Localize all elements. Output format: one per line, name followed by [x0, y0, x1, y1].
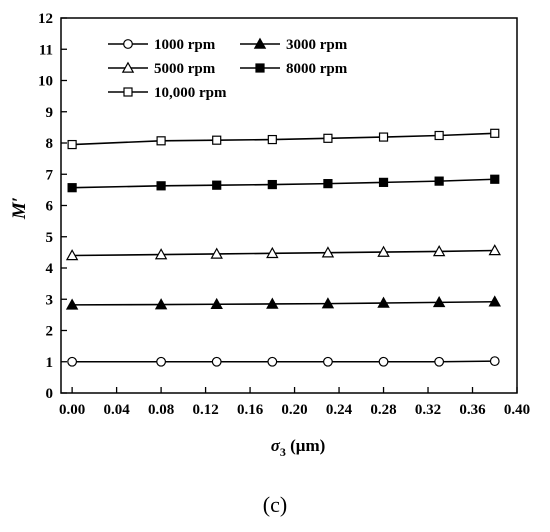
- y-tick-label: 1: [46, 355, 54, 371]
- legend-marker-3000rpm: [253, 37, 267, 49]
- y-tick-label: 0: [46, 386, 54, 402]
- data-point-1000rpm: [211, 356, 222, 367]
- y-tick-label: 9: [46, 105, 54, 121]
- legend-label-3000rpm: 3000 rpm: [286, 37, 348, 53]
- x-axis-label-variable: σ: [271, 436, 281, 455]
- data-point-3000rpm: [154, 298, 168, 310]
- x-axis-label-subscript: 3: [280, 445, 286, 459]
- legend-label-10000rpm: 10,000 rpm: [154, 85, 227, 101]
- data-point-8000rpm: [212, 180, 222, 190]
- legend-marker-8000rpm: [255, 63, 265, 73]
- data-point-8000rpm: [323, 179, 333, 189]
- x-axis-label-unit: (μm): [286, 436, 325, 455]
- data-point-3000rpm: [321, 297, 335, 309]
- y-tick-label: 6: [46, 199, 54, 215]
- y-tick-label: 7: [46, 167, 54, 183]
- x-tick-label: 0.40: [504, 402, 530, 418]
- series-line-8000rpm: [72, 178, 495, 189]
- data-point-1000rpm: [434, 356, 445, 367]
- x-tick-label: 0.00: [59, 402, 85, 418]
- data-point-8000rpm: [490, 174, 500, 184]
- legend-marker-5000rpm: [121, 61, 135, 73]
- data-point-5000rpm: [377, 245, 390, 257]
- x-tick-label: 0.36: [459, 402, 486, 418]
- data-point-5000rpm: [65, 249, 79, 261]
- x-tick-label: 0.16: [237, 402, 264, 418]
- data-point-10000rpm: [378, 132, 389, 142]
- legend-label-1000rpm: 1000 rpm: [154, 37, 216, 53]
- legend-label-8000rpm: 8000 rpm: [286, 61, 348, 77]
- y-tick-label: 4: [46, 261, 54, 277]
- data-point-3000rpm: [266, 297, 279, 309]
- data-point-10000rpm: [67, 139, 77, 150]
- x-tick-label: 0.08: [148, 402, 174, 418]
- data-point-1000rpm: [378, 356, 389, 367]
- data-point-1000rpm: [156, 356, 166, 367]
- x-tick-label: 0.32: [415, 402, 441, 418]
- y-tick-label: 8: [46, 136, 54, 152]
- y-tick-label: 10: [38, 74, 53, 90]
- data-point-5000rpm: [210, 247, 223, 259]
- data-point-10000rpm: [156, 136, 166, 146]
- data-point-3000rpm: [488, 295, 501, 307]
- data-point-5000rpm: [488, 244, 501, 256]
- data-point-1000rpm: [489, 356, 500, 367]
- x-tick-label: 0.12: [192, 402, 218, 418]
- data-point-8000rpm: [156, 181, 166, 191]
- x-axis-label: σ3 (μm): [271, 436, 326, 459]
- data-point-1000rpm: [323, 356, 333, 367]
- legend-label-5000rpm: 5000 rpm: [154, 61, 216, 77]
- x-tick-label: 0.24: [326, 402, 353, 418]
- data-point-10000rpm: [323, 133, 333, 143]
- legend-marker-1000rpm: [123, 39, 133, 49]
- y-tick-label: 3: [46, 292, 54, 308]
- x-tick-label: 0.28: [370, 402, 396, 418]
- figure-caption: (c): [263, 492, 287, 517]
- data-point-3000rpm: [65, 298, 79, 310]
- legend-marker-10000rpm: [123, 87, 133, 97]
- data-point-3000rpm: [377, 296, 390, 308]
- data-point-3000rpm: [432, 295, 446, 308]
- data-point-8000rpm: [378, 177, 389, 187]
- x-tick-label: 0.04: [103, 402, 130, 418]
- series-line-3000rpm: [72, 300, 495, 306]
- data-point-8000rpm: [267, 179, 277, 190]
- data-point-1000rpm: [267, 356, 278, 367]
- y-tick-label: 11: [39, 42, 53, 58]
- y-axis-label: M′: [9, 197, 30, 220]
- y-tick-label: 5: [46, 230, 54, 246]
- data-point-5000rpm: [321, 246, 335, 258]
- data-point-8000rpm: [67, 183, 77, 193]
- data-point-10000rpm: [434, 130, 444, 141]
- data-point-5000rpm: [154, 248, 168, 260]
- y-tick-label: 2: [46, 324, 54, 340]
- data-point-1000rpm: [67, 356, 78, 367]
- data-point-3000rpm: [210, 297, 223, 310]
- data-point-10000rpm: [212, 135, 222, 145]
- data-point-5000rpm: [266, 246, 279, 259]
- series-line-1000rpm: [72, 360, 495, 363]
- data-point-10000rpm: [490, 128, 500, 138]
- y-tick-label: 12: [38, 11, 53, 27]
- data-point-10000rpm: [267, 134, 277, 145]
- data-point-8000rpm: [434, 176, 444, 186]
- data-point-5000rpm: [432, 245, 446, 257]
- series-line-10000rpm: [72, 132, 495, 146]
- x-tick-label: 0.20: [281, 402, 307, 418]
- series-line-5000rpm: [72, 249, 495, 257]
